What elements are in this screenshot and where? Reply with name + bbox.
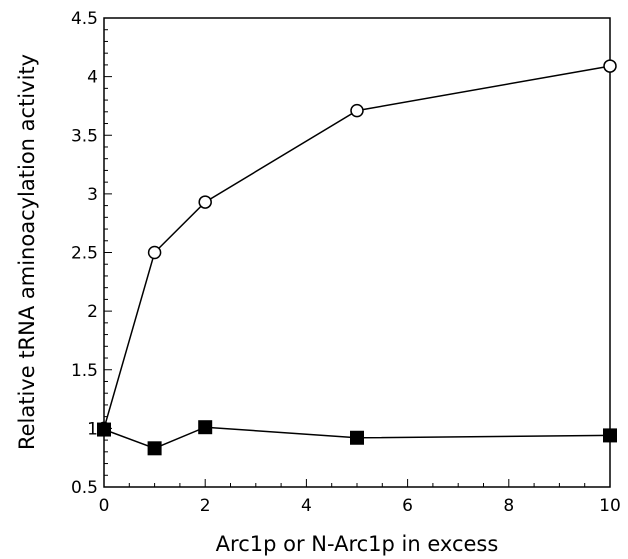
y-tick-label: 3.5 [71, 126, 98, 146]
y-tick-label: 1 [87, 419, 98, 439]
series-2-point [350, 430, 364, 445]
y-tick-label: 0.5 [71, 478, 98, 498]
y-tick-label: 1.5 [71, 361, 98, 381]
x-tick-label: 4 [301, 496, 312, 516]
y-tick-label: 2 [87, 302, 98, 322]
x-tick-label: 2 [200, 496, 211, 516]
y-tick-label: 3 [87, 185, 98, 205]
y-tick-label: 4 [87, 68, 98, 88]
x-tick-label: 6 [402, 496, 413, 516]
y-tick-label: 4.5 [71, 9, 98, 29]
y-axis-title: Relative tRNA aminoacylation activity [15, 54, 39, 450]
series-1-point [603, 59, 617, 73]
plot-frame [103, 17, 611, 488]
series-1-point [350, 103, 364, 118]
series-1-point [198, 195, 212, 209]
y-axis-ticks: 0.5 1 1.5 2 2.5 3 3.5 4 4.5 [71, 9, 112, 498]
series-layer [97, 59, 617, 456]
x-axis-title: Arc1p or N-Arc1p in excess [216, 532, 499, 556]
series-2-point [603, 428, 617, 443]
series-2-point [147, 441, 162, 456]
series-1-line [103, 65, 611, 429]
x-tick-label: 10 [599, 496, 621, 516]
y-tick-label: 2.5 [71, 244, 98, 264]
series-1-point [147, 245, 162, 260]
series-2-point [97, 422, 111, 437]
x-tick-label: 0 [99, 496, 110, 516]
x-axis-ticks: 0 2 4 6 8 10 [99, 479, 621, 516]
x-tick-label: 8 [503, 496, 514, 516]
series-2-point [198, 420, 213, 435]
